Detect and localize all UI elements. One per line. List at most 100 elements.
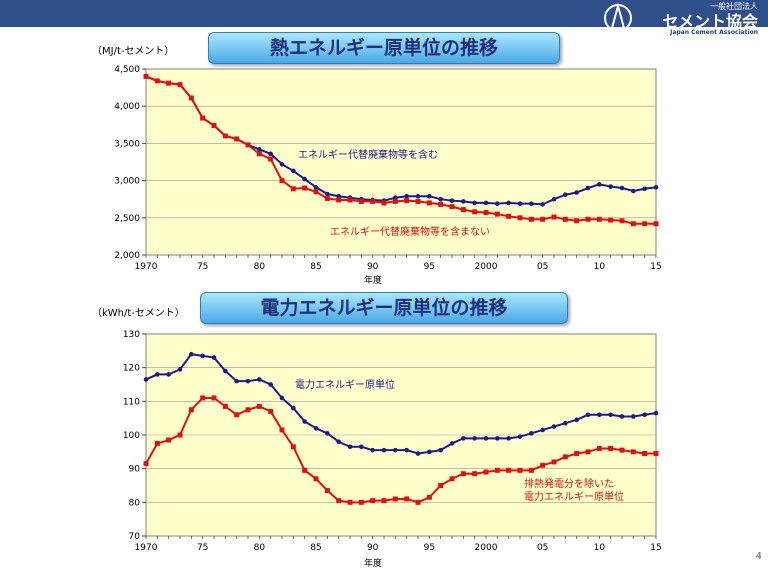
data-point: [528, 467, 534, 473]
x-tick-label: 85: [310, 543, 321, 553]
data-point: [596, 445, 602, 451]
data-point: [415, 499, 421, 505]
series-label-2: エネルギー代替廃棄物等を含まない: [330, 225, 490, 238]
data-point: [279, 427, 285, 433]
data-point: [324, 195, 330, 201]
x-tick-label: 90: [367, 543, 379, 553]
data-point: [551, 196, 557, 202]
data-point: [143, 377, 149, 382]
data-point: [483, 469, 489, 475]
y-tick-label: 3,000: [114, 177, 140, 187]
x-tick-label: 75: [197, 262, 208, 272]
data-point: [597, 412, 602, 418]
series-line-1: [145, 353, 657, 455]
data-point: [506, 467, 512, 473]
data-point: [585, 412, 591, 418]
page-number: 4: [755, 551, 762, 562]
data-point: [177, 432, 183, 438]
x-tick-label: 10: [594, 543, 606, 553]
data-point: [370, 498, 376, 504]
data-point: [291, 168, 296, 174]
data-point: [563, 192, 568, 198]
data-point: [392, 198, 398, 204]
data-point: [517, 434, 523, 439]
data-point: [449, 198, 455, 203]
data-point: [608, 217, 614, 223]
data-point: [268, 151, 273, 157]
data-point: [585, 216, 591, 222]
data-point: [404, 193, 409, 199]
y-tick-label: 100: [123, 431, 140, 441]
data-point: [279, 161, 285, 167]
x-tick-label: 05: [537, 262, 548, 272]
data-point: [529, 201, 534, 206]
data-point: [653, 410, 659, 416]
y-tick-label: 70: [129, 532, 141, 542]
data-point: [472, 436, 477, 441]
data-point: [574, 417, 579, 423]
data-point: [517, 215, 523, 221]
x-tick-label: 15: [650, 262, 661, 272]
data-point: [370, 198, 376, 204]
data-point: [517, 201, 523, 206]
data-point: [177, 367, 183, 372]
data-point: [336, 193, 341, 199]
data-point: [540, 216, 546, 222]
data-point: [438, 447, 443, 453]
org-name: セメント協会: [662, 12, 758, 31]
data-point: [313, 189, 319, 195]
data-point: [596, 216, 602, 222]
data-point: [483, 436, 489, 441]
data-point: [460, 471, 466, 477]
x-tick-label: 1970: [135, 543, 158, 553]
data-point: [313, 476, 319, 482]
data-point: [585, 449, 591, 455]
data-point: [245, 378, 251, 384]
data-point: [642, 221, 648, 227]
series-label-1: 電力エネルギー原単位: [295, 378, 395, 391]
data-point: [143, 461, 149, 467]
data-point: [245, 407, 251, 413]
data-point: [426, 494, 432, 500]
data-point: [188, 407, 194, 413]
data-point: [257, 377, 262, 382]
data-point: [653, 184, 659, 190]
data-point: [494, 467, 500, 473]
data-point: [268, 408, 274, 414]
data-point: [642, 451, 648, 457]
data-point: [177, 82, 183, 88]
data-point: [313, 425, 319, 431]
data-point: [506, 200, 511, 206]
data-point: [495, 201, 500, 206]
data-point: [642, 412, 647, 418]
data-point: [540, 202, 545, 207]
series-line-2: [145, 75, 656, 225]
data-point: [256, 151, 262, 157]
data-point: [563, 420, 568, 426]
chart-2-unit-label: （kWh/t-セメント）: [92, 308, 185, 319]
data-point: [438, 196, 443, 202]
data-point: [562, 454, 568, 460]
data-point: [438, 201, 444, 207]
y-tick-label: 4,000: [114, 102, 140, 112]
data-point: [574, 190, 579, 195]
data-point: [279, 395, 285, 401]
org-english-name: Japan Cement Association: [670, 29, 758, 36]
data-point: [154, 78, 160, 84]
data-point: [461, 199, 466, 204]
series-label-1: エネルギー代替廃棄物等を含む: [298, 148, 438, 161]
data-point: [302, 419, 307, 424]
data-point: [188, 95, 194, 101]
y-tick-label: 80: [129, 498, 141, 508]
x-tick-label: 15: [650, 543, 661, 553]
data-point: [302, 185, 308, 191]
data-point: [449, 441, 455, 446]
data-point: [426, 200, 432, 206]
header-bar: [0, 0, 768, 27]
data-point: [483, 210, 489, 216]
data-point: [574, 451, 580, 457]
data-point: [257, 147, 262, 152]
data-point: [381, 498, 387, 504]
data-point: [619, 185, 625, 191]
